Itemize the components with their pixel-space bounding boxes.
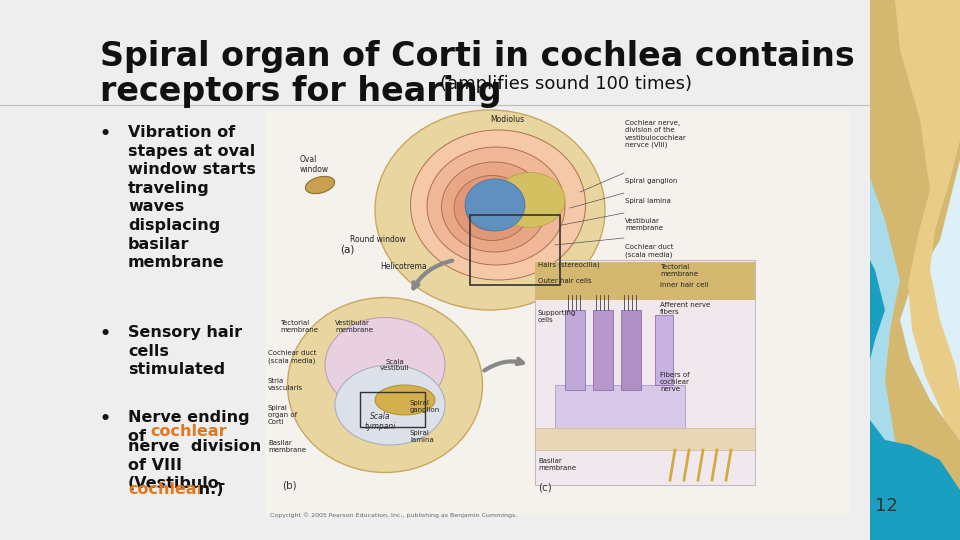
Polygon shape: [0, 0, 870, 540]
Text: Sensory hair
cells
stimulated: Sensory hair cells stimulated: [128, 325, 242, 377]
Ellipse shape: [454, 176, 530, 240]
Text: Cochlear nerve,
division of the
vestibulocochlear
nervce (VIII): Cochlear nerve, division of the vestibul…: [625, 120, 686, 148]
Text: Spiral organ of Corti in cochlea contains: Spiral organ of Corti in cochlea contain…: [100, 40, 854, 73]
Polygon shape: [840, 0, 925, 540]
Text: Helicotrema: Helicotrema: [380, 262, 426, 271]
Text: cochlear: cochlear: [128, 483, 204, 497]
Ellipse shape: [427, 147, 565, 265]
Ellipse shape: [411, 130, 586, 280]
Text: Vibration of
stapes at oval
window starts
traveling
waves
displacing
basilar
mem: Vibration of stapes at oval window start…: [128, 125, 256, 270]
Ellipse shape: [495, 172, 565, 227]
Text: Vestibular
membrane: Vestibular membrane: [335, 320, 373, 333]
Ellipse shape: [466, 187, 516, 231]
FancyBboxPatch shape: [621, 310, 641, 390]
Ellipse shape: [287, 298, 483, 472]
Ellipse shape: [375, 110, 605, 310]
Text: Basilar
membrane: Basilar membrane: [268, 440, 306, 453]
Ellipse shape: [305, 177, 335, 194]
FancyBboxPatch shape: [555, 385, 685, 430]
Text: Outer hair cells: Outer hair cells: [538, 278, 591, 284]
Text: Supporting
cells: Supporting cells: [538, 310, 576, 323]
Text: (a): (a): [340, 245, 354, 255]
Ellipse shape: [335, 365, 445, 445]
Text: Round window: Round window: [350, 235, 406, 244]
Text: Afferent nerve
fibers: Afferent nerve fibers: [660, 302, 710, 315]
Text: Modiolus: Modiolus: [490, 115, 524, 124]
Text: Scala
tympani: Scala tympani: [364, 412, 396, 431]
Text: cochlear: cochlear: [150, 424, 227, 440]
Text: (b): (b): [282, 480, 297, 490]
Text: Cochlear duct
(scala media): Cochlear duct (scala media): [625, 244, 674, 258]
Text: Vestibular
membrane: Vestibular membrane: [625, 218, 663, 231]
Text: Spiral ganglion: Spiral ganglion: [625, 178, 678, 184]
Text: Basilar
membrane: Basilar membrane: [538, 458, 576, 471]
FancyBboxPatch shape: [655, 315, 673, 385]
Text: Inner hair cell: Inner hair cell: [660, 282, 708, 288]
Text: (c): (c): [538, 482, 552, 492]
Text: Fibers of
cochlear
nerve: Fibers of cochlear nerve: [660, 372, 690, 392]
Text: •: •: [100, 125, 111, 143]
Text: Hairs (stereocilia): Hairs (stereocilia): [538, 262, 600, 268]
Text: Tectorial
membrane: Tectorial membrane: [280, 320, 318, 333]
FancyBboxPatch shape: [535, 260, 755, 485]
FancyBboxPatch shape: [535, 428, 755, 450]
Text: Scala
vestibuli: Scala vestibuli: [380, 359, 410, 372]
Text: Nerve ending
of: Nerve ending of: [128, 410, 250, 443]
Text: Spiral
organ of
Corti: Spiral organ of Corti: [268, 405, 298, 425]
Text: Spiral
lamina: Spiral lamina: [410, 430, 434, 443]
Text: Cochlear duct
(scala media): Cochlear duct (scala media): [268, 350, 317, 363]
FancyBboxPatch shape: [265, 110, 850, 515]
Text: nerve  division
of VIII
(Vestibulo-: nerve division of VIII (Vestibulo-: [128, 439, 261, 491]
Ellipse shape: [476, 198, 504, 222]
Text: Stria
vascularis: Stria vascularis: [268, 378, 303, 391]
Ellipse shape: [325, 318, 445, 413]
Text: n.): n.): [193, 483, 224, 497]
Ellipse shape: [442, 162, 546, 252]
Text: Spiral lamina: Spiral lamina: [625, 198, 671, 204]
Text: •: •: [100, 410, 111, 428]
Text: Copyright © 2005 Pearson Education, Inc., publishing as Benjamin Cummings.: Copyright © 2005 Pearson Education, Inc.…: [270, 512, 517, 518]
Text: Spiral
ganglion: Spiral ganglion: [410, 400, 441, 413]
Text: (amplifies sound 100 times): (amplifies sound 100 times): [440, 75, 692, 93]
Polygon shape: [855, 0, 960, 540]
Text: 12: 12: [875, 497, 898, 515]
FancyBboxPatch shape: [593, 310, 613, 390]
FancyBboxPatch shape: [535, 262, 755, 300]
Polygon shape: [840, 0, 960, 540]
Ellipse shape: [465, 179, 525, 231]
Polygon shape: [840, 0, 960, 540]
Text: Oval
window: Oval window: [300, 155, 329, 174]
Text: receptors for hearing: receptors for hearing: [100, 75, 502, 108]
Text: Tectorial
membrane: Tectorial membrane: [660, 264, 698, 277]
FancyBboxPatch shape: [565, 310, 585, 390]
Polygon shape: [895, 0, 960, 440]
Text: •: •: [100, 325, 111, 343]
Ellipse shape: [375, 385, 435, 415]
